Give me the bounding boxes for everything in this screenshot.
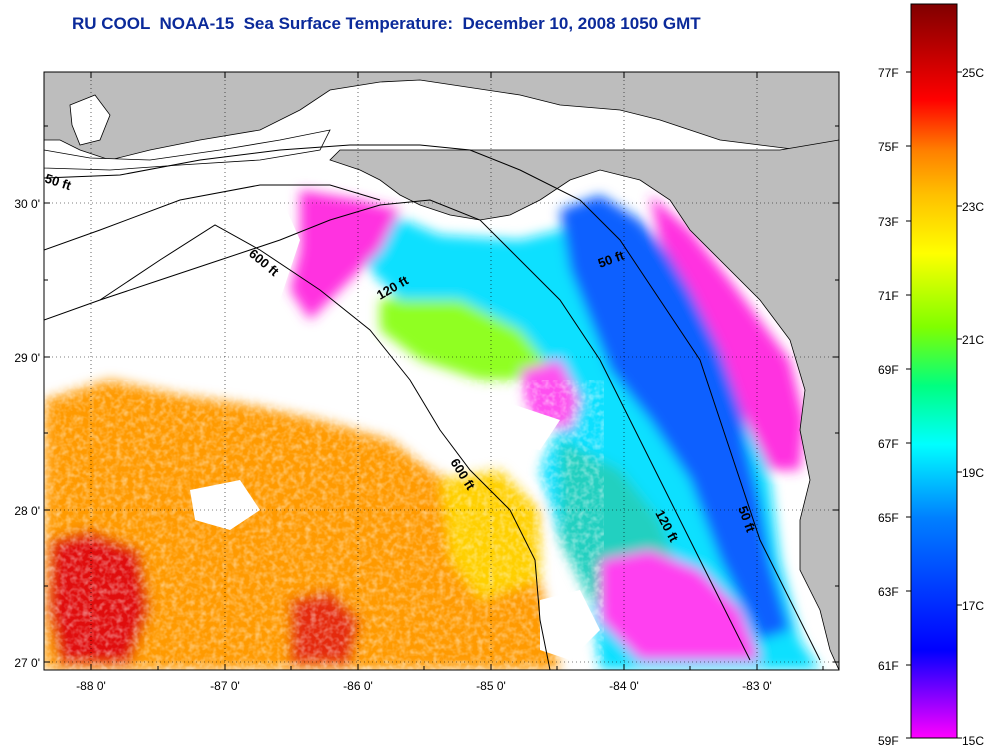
sst-magenta-coastal xyxy=(650,195,805,470)
contour-600ft xyxy=(99,224,551,670)
cb-f-61: 61F xyxy=(878,659,899,673)
lon-label-88: -88 0' xyxy=(76,679,106,693)
lat-label-27: 27 0' xyxy=(14,656,40,670)
sst-magenta-south xyxy=(600,550,760,660)
longitude-labels: -88 0' -87 0' -86 0' -85 0' -84 0' -83 0… xyxy=(76,679,772,693)
contour-120ft xyxy=(44,199,751,661)
lat-label-28: 28 0' xyxy=(14,504,40,518)
cb-c-15: 15C xyxy=(962,734,984,748)
cloud-patch-south xyxy=(540,590,600,660)
cb-c-19: 19C xyxy=(962,466,984,480)
cb-f-77: 77F xyxy=(878,66,899,80)
chart-title: RU COOL NOAA-15 Sea Surface Temperature:… xyxy=(72,14,701,33)
cb-c-17: 17C xyxy=(962,599,984,613)
cb-f-73: 73F xyxy=(878,215,899,229)
colorbar-gradient xyxy=(910,3,958,739)
lat-label-30: 30 0' xyxy=(14,197,40,211)
cb-f-63: 63F xyxy=(878,585,899,599)
colorbar: 77F 75F 73F 71F 69F 67F 65F 63F 61F 59F … xyxy=(878,3,984,748)
cloud-patch-northwest xyxy=(44,170,300,330)
sst-magenta-bigbend xyxy=(290,190,400,320)
cb-f-71: 71F xyxy=(878,289,899,303)
map-area: 50 ft 50 ft 120 ft 600 ft 600 ft 120 ft … xyxy=(44,72,839,670)
graticule xyxy=(44,72,839,670)
cloud-patches xyxy=(44,170,600,660)
contour-shelf-edge xyxy=(44,184,381,251)
map-frame xyxy=(43,71,840,671)
nw-coast-inlets xyxy=(44,94,331,171)
latitude-labels: 30 0' 29 0' 28 0' 27 0' xyxy=(14,197,40,670)
cloud-patch-central xyxy=(200,330,560,450)
cb-c-21: 21C xyxy=(962,333,984,347)
frame-ticks xyxy=(44,72,839,670)
contour-50ft-north xyxy=(44,144,821,661)
lon-label-84: -84 0' xyxy=(609,679,639,693)
cb-f-67: 67F xyxy=(878,437,899,451)
land-florida-peninsula xyxy=(329,139,839,670)
lon-label-83: -83 0' xyxy=(742,679,772,693)
cb-f-59: 59F xyxy=(878,734,899,748)
lon-label-86: -86 0' xyxy=(343,679,373,693)
colorbar-ticks xyxy=(906,71,962,739)
lat-label-29: 29 0' xyxy=(14,351,40,365)
cb-c-25: 25C xyxy=(962,66,984,80)
lon-label-87: -87 0' xyxy=(210,679,240,693)
cb-f-75: 75F xyxy=(878,140,899,154)
bathymetry-contours xyxy=(44,144,821,670)
lon-label-85: -85 0' xyxy=(476,679,506,693)
sst-blue-nearshore xyxy=(560,195,790,640)
cb-f-65: 65F xyxy=(878,511,899,525)
cb-c-23: 23C xyxy=(962,200,984,214)
cb-f-69: 69F xyxy=(878,363,899,377)
